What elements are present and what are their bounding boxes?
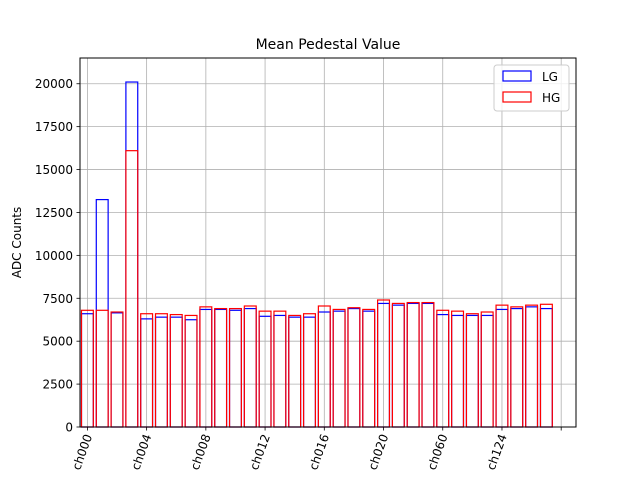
x-tick-label: ch012 — [247, 432, 273, 472]
bar-lg — [273, 314, 287, 428]
bar-hg — [214, 307, 228, 428]
bar-lg — [510, 307, 524, 428]
legend-swatch-hg — [502, 91, 532, 103]
bar-lg — [214, 308, 228, 428]
bar-lg — [391, 304, 405, 428]
bar-hg — [406, 301, 420, 428]
bar-hg — [332, 308, 346, 428]
bar-hg — [525, 304, 539, 428]
bar-lg — [347, 307, 361, 428]
bar-lg — [362, 310, 376, 428]
bar-hg — [95, 309, 109, 428]
y-axis-label: ADC Counts — [10, 207, 24, 279]
x-tick-label: ch124 — [484, 432, 510, 472]
y-tick-label: 7500 — [42, 292, 73, 306]
bar-hg — [539, 303, 553, 428]
bar-hg — [421, 301, 435, 428]
bar-hg — [362, 308, 376, 428]
bar-lg — [465, 314, 479, 428]
bar-lg — [288, 316, 302, 428]
bar-lg — [332, 310, 346, 428]
bar-hg — [347, 307, 361, 428]
bar-lg — [302, 316, 317, 428]
y-tick-label: 20000 — [35, 77, 73, 91]
legend-swatch-lg — [502, 70, 532, 82]
x-tick-label: ch060 — [425, 432, 451, 472]
bar-hg — [169, 313, 183, 428]
x-tick-label: ch000 — [69, 432, 95, 472]
bar-lg — [95, 198, 109, 428]
bar-lg — [480, 314, 494, 428]
y-tick-label: 10000 — [35, 249, 73, 263]
bar-lg — [406, 302, 420, 428]
bar-lg — [169, 316, 183, 428]
bar-hg — [302, 313, 317, 428]
bar-hg — [228, 307, 242, 428]
bar-lg — [110, 312, 124, 428]
bar-hg — [465, 313, 479, 428]
bar-lg — [154, 316, 168, 428]
grid — [80, 58, 576, 428]
y-tick-label: 2500 — [42, 378, 73, 392]
bar-hg — [451, 310, 465, 428]
bar-hg — [273, 310, 287, 428]
bar-hg — [480, 311, 494, 428]
x-tick-label: ch004 — [129, 432, 155, 472]
bar-hg — [154, 313, 168, 428]
bar-lg — [228, 309, 242, 428]
chart-title: Mean Pedestal Value — [256, 37, 401, 53]
bar-lg — [184, 319, 198, 428]
y-tick-label: 12500 — [35, 206, 73, 220]
bar-lg — [125, 81, 139, 428]
bar-hg — [184, 314, 198, 428]
legend-label-hg: HG — [542, 91, 560, 105]
bar-lg — [539, 307, 553, 428]
y-tick-label: 17500 — [35, 120, 73, 134]
x-tick-label: ch020 — [365, 432, 391, 472]
bar-lg — [421, 302, 435, 428]
bar-hg — [125, 150, 139, 428]
bar-hg — [288, 314, 302, 428]
axes-frame — [79, 57, 577, 428]
ticks: 0 2500 5000 7500 10000 12500 15000 17500 20000 ch… — [35, 77, 562, 472]
bar-hg — [110, 311, 124, 428]
x-tick-label: ch016 — [306, 432, 332, 472]
bar-hg — [391, 302, 405, 428]
bars — [80, 81, 553, 428]
y-tick-label: 5000 — [42, 335, 73, 349]
bar-lg — [243, 307, 257, 428]
legend-label-lg: LG — [542, 70, 558, 84]
x-tick-label: ch008 — [188, 432, 214, 472]
legend: LG HG — [493, 64, 570, 112]
bar-lg — [451, 314, 465, 428]
legend-box — [493, 64, 570, 112]
y-tick-label: 15000 — [35, 163, 73, 177]
bar-lg — [525, 306, 539, 428]
y-tick-label: 0 — [65, 421, 73, 435]
bar-hg — [510, 306, 524, 428]
bar-hg — [243, 305, 257, 428]
